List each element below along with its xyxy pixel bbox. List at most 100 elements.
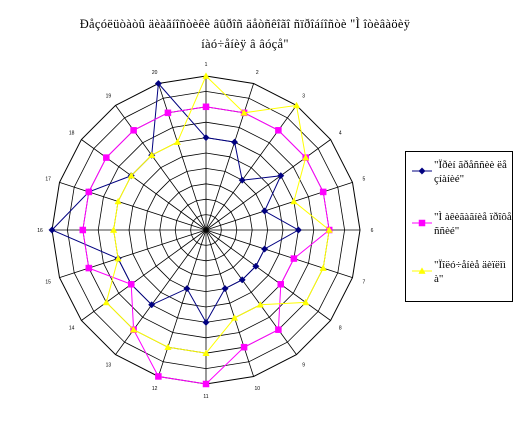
legend-item-series-3: "Ïîëó÷åíèå äèïëîìà" [406,258,512,298]
grid-spoke-10 [205,229,254,377]
grid-spoke-9 [205,229,297,355]
series-1-point-12 [183,285,191,293]
grid-spoke-18 [81,139,207,231]
category-label-2: 2 [256,70,259,76]
series-1-point-5 [261,207,269,215]
series-3-point-5 [290,197,298,205]
category-label-14: 14 [69,326,75,332]
legend-item-series-1: "Ïðèí ãðåññèè ëå çíàíèé" [406,158,512,198]
legend-marker-series-3 [418,267,426,274]
grid-spoke-14 [81,229,207,321]
series-2-point-12 [155,373,162,380]
category-label-12: 12 [152,386,158,392]
series-2-point-8 [277,281,285,288]
series-3-point-9 [256,301,264,308]
radar-grid [51,75,361,385]
series-3-point-18 [127,171,135,179]
category-label-15: 15 [45,279,51,285]
series-2-point-17 [85,188,93,196]
category-label-8: 8 [339,326,342,332]
series-1-line [51,82,300,324]
legend-item-series-2: "Ì àêèãàãíèå ïðîôåññèé" [406,210,512,250]
series-1-point-11 [202,318,210,326]
series-2-point-19 [130,127,137,134]
grid-spoke-5 [205,182,353,231]
series-1-point-10 [221,285,229,293]
grid-spoke-8 [205,229,331,321]
category-label-1: 1 [205,62,208,68]
series-2-point-9 [275,326,282,333]
grid-spoke-12 [158,229,207,377]
series-1-point-13 [148,301,156,309]
series-3-point-16 [109,226,118,233]
series-3-point-17 [114,197,122,205]
series-1-point-1 [202,134,210,142]
legend-symbol-series-3 [412,267,432,274]
series-2 [79,103,333,388]
series-2-point-15 [85,264,93,272]
legend-label-series-1: "Ïðèí ãðåññèè ëå çíàíèé" [434,159,507,185]
chart-title-line-1: Đåçóëüòàòû äèàãíîñòèêè âûðîñ äåòñêîãî ñï… [79,17,411,31]
category-label-9: 9 [302,362,305,368]
category-label-20: 20 [152,70,158,76]
grid-spoke-19 [115,105,207,231]
legend-symbol-series-2 [412,219,432,227]
series-3-point-13 [129,325,138,333]
series-1-point-9 [238,276,246,284]
category-label-3: 3 [302,94,305,100]
series-2-point-1 [202,103,210,111]
series-3-point-4 [302,153,310,161]
series-1-point-4 [277,172,285,180]
series-3-point-2 [240,109,248,116]
series-2-point-11 [202,380,210,388]
series-3-point-8 [302,298,310,306]
series-2-point-18 [103,154,110,161]
grid-spoke-15 [59,229,207,278]
series-1-point-16 [48,226,56,234]
grid-spoke-7 [205,229,353,278]
legend-marker-series-1 [418,167,426,175]
legend-marker-series-2 [418,219,426,227]
category-label-7: 7 [363,279,366,285]
series-3-point-1 [202,72,210,79]
series-2-point-7 [290,255,298,262]
category-label-18: 18 [69,130,75,136]
category-label-16: 16 [37,228,43,234]
category-label-5: 5 [363,177,366,183]
series-3-point-3 [292,101,301,109]
grid-spoke-20 [158,83,207,231]
series-1-point-2 [230,138,239,146]
series-1-point-7 [261,245,269,253]
legend-label-series-2: "Ì àêèãàãíèå ïðîôåññèé" [434,211,512,237]
series-2-point-10 [240,343,248,351]
category-label-6: 6 [371,228,374,234]
series-3-point-19 [148,151,156,159]
grid-spoke-17 [59,182,207,231]
series-2-point-16 [79,226,87,234]
series-3-point-20 [173,138,182,145]
series-1-point-6 [294,226,302,234]
series-1-point-20 [154,79,162,88]
category-label-10: 10 [255,386,261,392]
grid-spoke-13 [115,229,207,355]
series-2-point-14 [127,281,135,288]
category-label-13: 13 [106,362,112,368]
legend: "Ïðèí ãðåññèè ëå çíàíèé" "Ì àêèãàãíèå ïð… [405,151,513,302]
chart-title: Đåçóëüòàòû äèàãíîñòèêè âûðîñ äåòñêîãî ñï… [0,14,490,54]
series-3-point-11 [202,349,210,357]
legend-label-series-3: "Ïîëó÷åíèå äèïëîìà" [434,259,506,285]
series-2-point-20 [164,109,172,117]
category-label-4: 4 [339,130,342,136]
series-1-point-8 [252,262,260,270]
grid-spoke-3 [205,105,297,231]
grid-spoke-4 [205,139,331,231]
legend-symbol-series-1 [412,167,432,175]
series-3-point-15 [114,254,122,262]
chart-title-line-2: íàó÷åíèÿ â âóçå" [201,37,289,51]
series-3-point-6 [325,226,333,233]
series-2-point-3 [275,127,282,134]
category-label-11: 11 [203,394,208,400]
series-1-point-3 [238,176,246,184]
